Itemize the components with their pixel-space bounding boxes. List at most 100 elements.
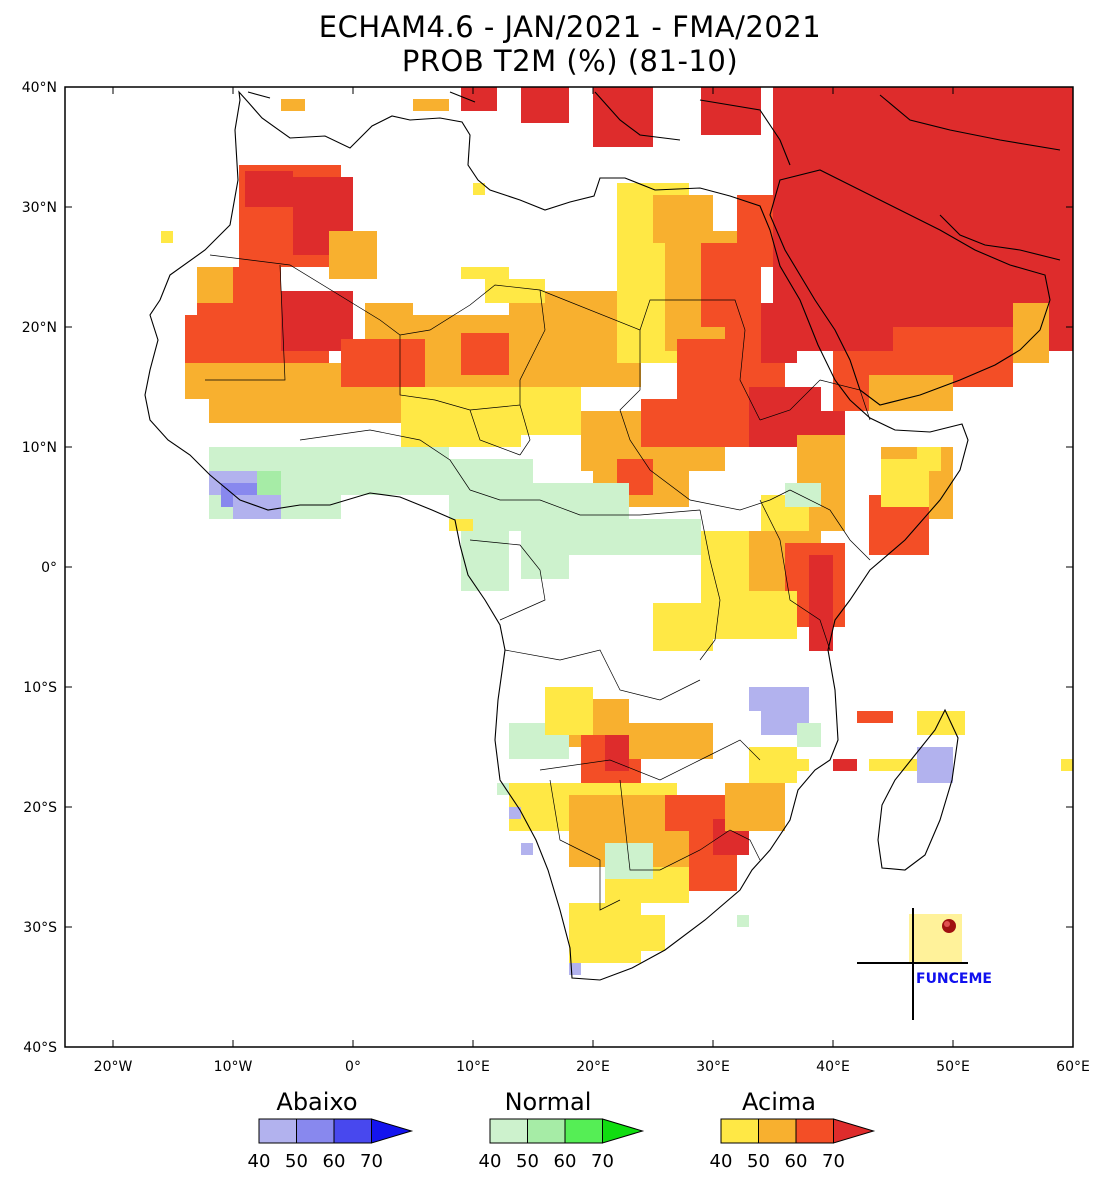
probability-cell: [737, 915, 749, 927]
probability-cells: [161, 87, 1073, 975]
map-frame: [64, 86, 1074, 1048]
legend-value: 40: [248, 1151, 271, 1172]
legend-swatch: [489, 1118, 528, 1144]
probability-cell: [401, 387, 521, 447]
lat-tick-label: 40°S: [23, 1040, 57, 1056]
probability-cell: [653, 603, 713, 651]
legend-arrow: [371, 1118, 414, 1144]
legend-swatch: [795, 1118, 834, 1144]
probability-cell: [725, 783, 785, 831]
logo-text: FUNCEME: [916, 971, 992, 987]
lat-tick-label: 10°S: [23, 680, 57, 696]
probability-cell: [749, 687, 785, 711]
probability-cell: [905, 87, 977, 135]
probability-cell: [497, 783, 509, 795]
lat-tick-label: 30°S: [23, 920, 57, 936]
lat-tick-label: 0°: [41, 560, 57, 576]
probability-cell: [521, 531, 569, 579]
legend-swatch: [564, 1118, 603, 1144]
probability-cell: [545, 687, 593, 735]
legend-arrow: [833, 1118, 876, 1144]
probability-cell: [785, 483, 821, 507]
probability-cell: [593, 87, 653, 147]
frame-ticks: 40°N 30°N 20°N 10°N 0° 10°S 20°S 30°S 40°S 20°W 10…: [22, 80, 1090, 1075]
lon-tick-label: 40°E: [816, 1059, 850, 1075]
probability-cell: [521, 843, 533, 855]
probability-cell: [605, 735, 629, 771]
probability-cell: [917, 747, 953, 783]
probability-cell: [977, 99, 1073, 171]
madagascar-outline: [877, 708, 959, 871]
probability-cell: [785, 759, 809, 771]
legend-title: Acima: [742, 1088, 816, 1116]
lon-tick-label: 10°E: [456, 1059, 490, 1075]
probability-cell: [869, 375, 953, 411]
probability-cell: [809, 555, 833, 651]
probability-cell: [449, 519, 473, 531]
probability-cell: [917, 447, 941, 471]
probability-cell: [833, 759, 857, 771]
title-line-2: PROB T2M (%) (81-10): [401, 44, 739, 78]
probability-cell: [473, 183, 485, 195]
legend-value: 70: [822, 1151, 845, 1172]
mediterranean-north-coast: [247, 91, 1061, 166]
probability-cell: [485, 279, 545, 303]
lon-tick-label: 20°E: [576, 1059, 610, 1075]
probability-cell: [233, 495, 281, 519]
legend-value: 70: [360, 1151, 383, 1172]
logo-sun-highlight: [944, 921, 950, 927]
legend-value: 60: [785, 1151, 808, 1172]
legend-value: 40: [479, 1151, 502, 1172]
probability-cell: [329, 231, 377, 279]
probability-cell: [521, 87, 569, 123]
funceme-logo: FUNCEME: [857, 908, 992, 1020]
lon-tick-label: 50°E: [936, 1059, 970, 1075]
lat-tick-label: 20°S: [23, 800, 57, 816]
lon-tick-label: 30°E: [696, 1059, 730, 1075]
probability-cell: [341, 447, 449, 495]
legend-swatch: [720, 1118, 759, 1144]
probability-cell: [797, 723, 821, 747]
probability-cell: [209, 387, 413, 423]
lon-tick-label: 20°W: [94, 1059, 133, 1075]
legend-value: 70: [591, 1151, 614, 1172]
legend-arrow: [602, 1118, 645, 1144]
probability-cell: [701, 87, 761, 135]
probability-cell: [569, 519, 701, 555]
land-outline: [144, 90, 1061, 981]
legend-group-normal: Normal 40 50 60 70: [479, 1088, 645, 1172]
country-borders: [205, 254, 871, 911]
title-line-1: ECHAM4.6 - JAN/2021 - FMA/2021: [318, 10, 822, 44]
legend-swatch: [258, 1118, 297, 1144]
legend-title: Abaixo: [276, 1088, 357, 1116]
probability-cell: [245, 171, 293, 207]
probability-cell: [701, 591, 797, 639]
africa-coastline: [144, 90, 969, 981]
arabian-peninsula-outline: [769, 169, 1051, 406]
lon-tick-label: 0°: [345, 1059, 361, 1075]
legend-group-acima: Acima 40 50 60 70: [710, 1088, 876, 1172]
probability-cell: [341, 339, 437, 387]
legend-value: 40: [710, 1151, 733, 1172]
lat-tick-label: 10°N: [22, 440, 57, 456]
probability-cell: [857, 711, 893, 723]
legend-value: 60: [554, 1151, 577, 1172]
legend-swatch: [527, 1118, 566, 1144]
legend-swatch: [333, 1118, 372, 1144]
legend-swatch: [296, 1118, 335, 1144]
probability-cell: [509, 807, 521, 819]
probability-cell: [521, 387, 581, 435]
probability-cell: [1061, 759, 1073, 771]
lon-tick-label: 60°E: [1056, 1059, 1090, 1075]
probability-cell: [413, 99, 449, 111]
legend-value: 50: [516, 1151, 539, 1172]
legend-value: 50: [285, 1151, 308, 1172]
probability-cell: [593, 915, 665, 951]
legend-value: 50: [747, 1151, 770, 1172]
probability-cell: [185, 315, 221, 363]
probability-cell: [461, 267, 509, 279]
legend-swatch: [758, 1118, 797, 1144]
legend: Abaixo 40 50 60 70 Normal 40 50 60 70 Acima 40 50 60 7…: [248, 1088, 876, 1172]
probability-cell: [629, 723, 713, 759]
